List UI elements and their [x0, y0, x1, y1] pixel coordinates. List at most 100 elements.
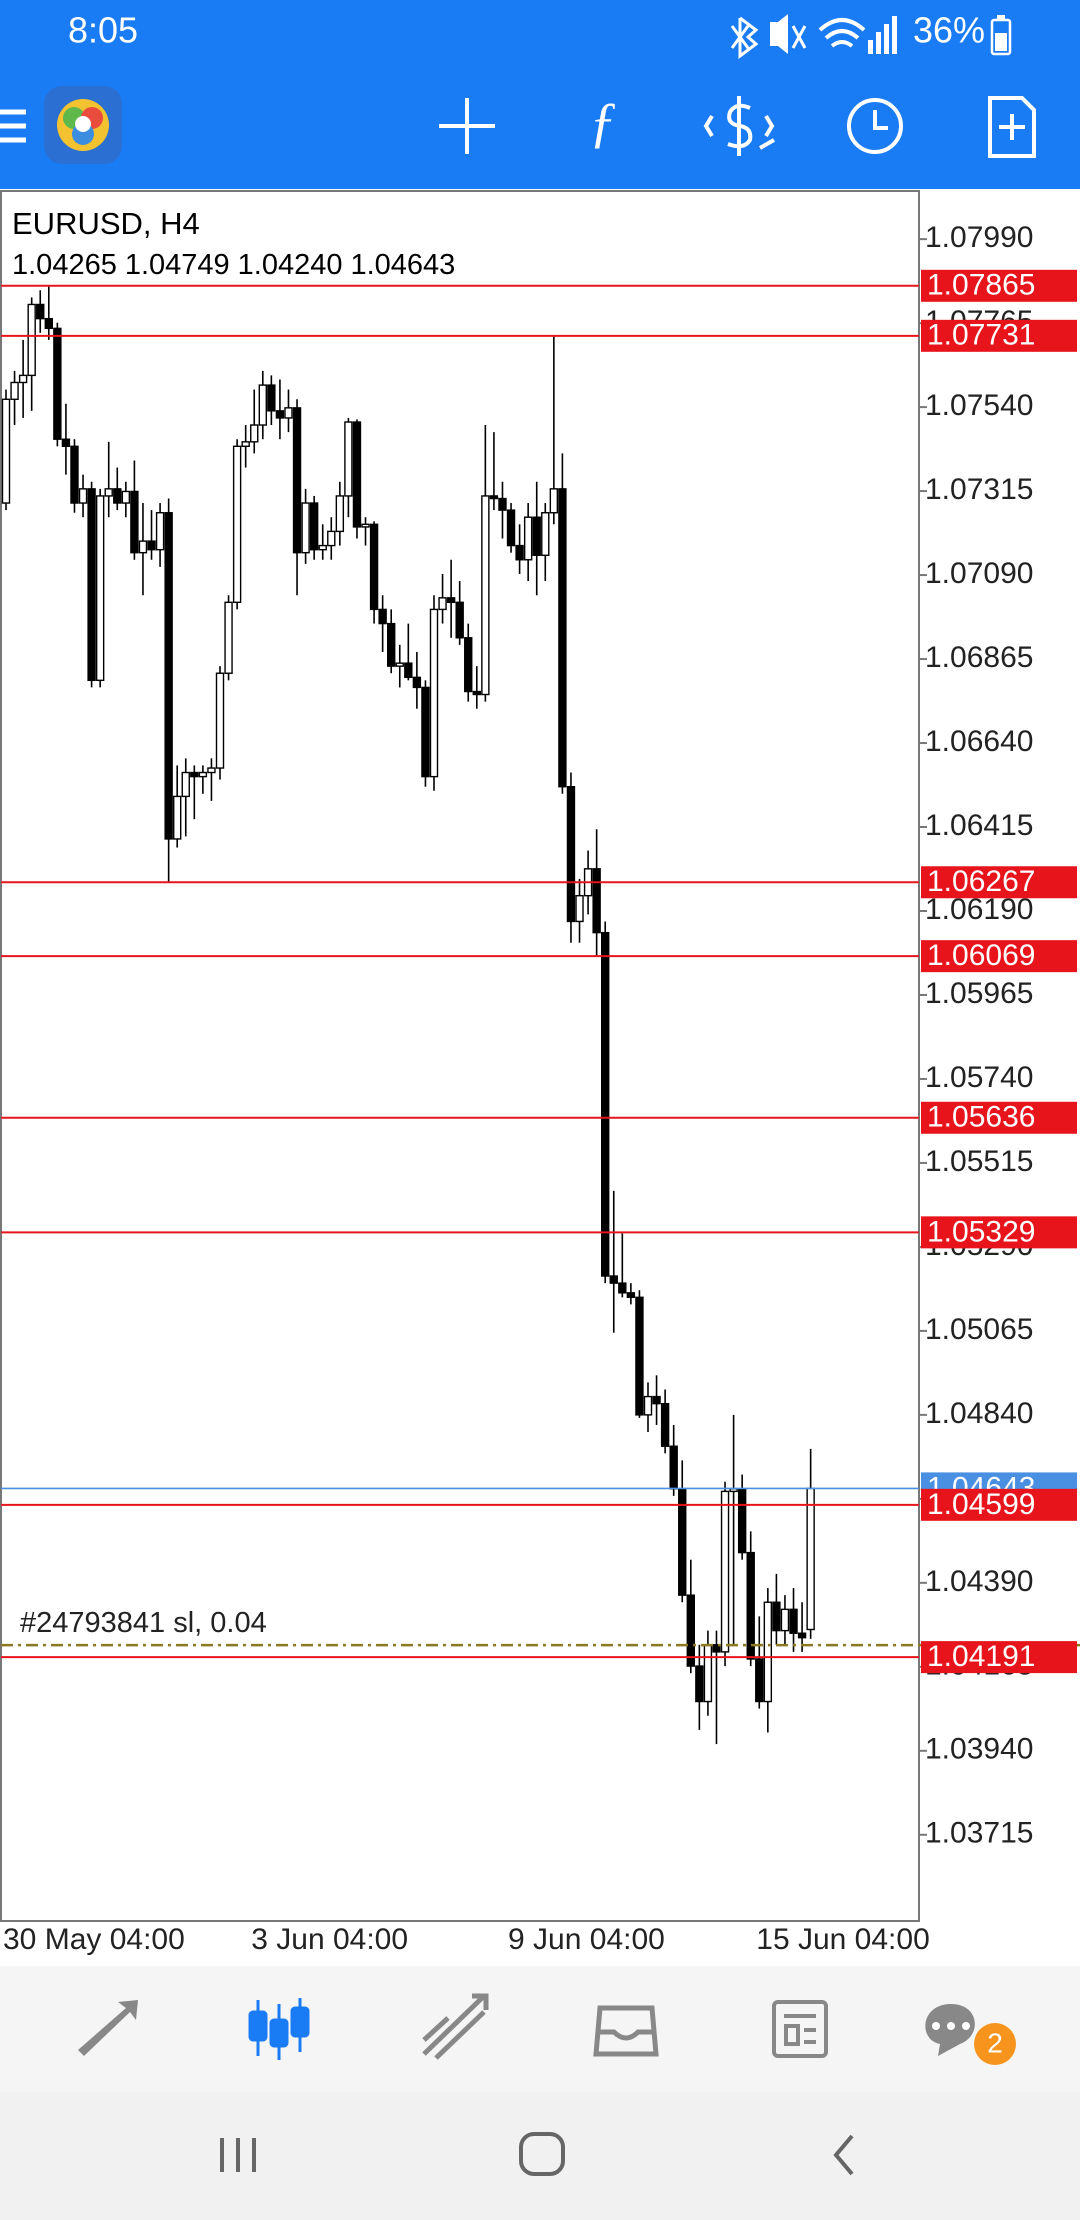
candle-body: [104, 488, 113, 497]
candle-body: [712, 1644, 721, 1653]
candle-body: [489, 495, 499, 500]
y-tick-label: 1.03715: [925, 1817, 1033, 1850]
level-label: 1.06069: [927, 939, 1035, 972]
level-label: 1.04599: [927, 1488, 1035, 1521]
candle-body: [172, 795, 182, 840]
level-label: 1.07865: [927, 269, 1035, 302]
quotes-tab[interactable]: [78, 2000, 138, 2056]
chart-tab[interactable]: [248, 1998, 310, 2060]
candle-body: [198, 771, 208, 778]
candle-body: [498, 497, 507, 511]
system-nav: [0, 2092, 1080, 2220]
level-label-box: [921, 319, 1077, 352]
menu-button[interactable]: [0, 109, 26, 143]
candle-body: [695, 1665, 704, 1703]
candle-body: [643, 1395, 653, 1416]
trade-tab[interactable]: [422, 1993, 489, 2060]
status-time: 8:05: [68, 10, 138, 51]
candle-body: [327, 530, 336, 547]
candle-body: [404, 662, 413, 679]
system-buttons[interactable]: [220, 2132, 854, 2176]
candle-body: [746, 1551, 755, 1660]
level-label-box: [921, 866, 1077, 899]
candle-body: [686, 1594, 695, 1667]
y-tick-label: 1.06415: [925, 809, 1033, 842]
candle-body: [378, 608, 387, 625]
candle-body: [181, 771, 190, 798]
candle-body: [763, 1601, 773, 1703]
y-tick-label: 1.05065: [925, 1313, 1033, 1346]
candle-body: [250, 424, 259, 443]
indicators-button[interactable]: ƒ: [589, 92, 617, 154]
y-tick-label: 1.07090: [925, 557, 1033, 590]
candle-body: [797, 1632, 807, 1639]
candle-body: [1, 398, 11, 504]
plot: 1.079901.077651.075401.073151.070901.068…: [1, 221, 1080, 1956]
candle-body: [95, 495, 105, 682]
candle-body: [318, 544, 327, 551]
candle-body: [481, 495, 490, 696]
candle-body: [155, 512, 165, 551]
x-tick-label: 15 Jun 04:00: [756, 1923, 929, 1956]
candle-body: [626, 1292, 636, 1299]
candle-body: [429, 608, 439, 778]
candle-body: [575, 894, 584, 923]
app-icon[interactable]: [44, 86, 122, 164]
quote-low: 1.04240: [238, 249, 343, 281]
quote-close: 1.04643: [350, 249, 455, 281]
level-label-box: [921, 269, 1077, 302]
y-tick-label: 1.07315: [925, 473, 1033, 506]
quote-high: 1.04749: [125, 249, 230, 281]
candle-body: [720, 1490, 730, 1653]
candle-body: [421, 686, 430, 778]
level-label: 1.06267: [927, 865, 1035, 898]
candle-body: [558, 488, 567, 788]
candle-body: [232, 445, 242, 604]
candle-body: [36, 303, 45, 320]
candle-body: [472, 690, 481, 696]
candle-body: [53, 327, 62, 440]
candle-body: [395, 662, 404, 667]
history-button[interactable]: [847, 98, 903, 154]
chat-tab[interactable]: [925, 2004, 1016, 2065]
candle-body: [190, 771, 199, 778]
candle-body: [369, 523, 379, 611]
candle-body: [566, 786, 576, 923]
history-tab[interactable]: [593, 2005, 659, 2057]
candle-body: [618, 1282, 627, 1294]
candle-body: [806, 1487, 815, 1631]
trade-button[interactable]: [703, 96, 775, 156]
chart-title: EURUSD, H4: [12, 206, 200, 241]
candle-body: [44, 317, 53, 330]
level-label: 1.04191: [927, 1640, 1035, 1673]
x-tick-label: 9 Jun 04:00: [508, 1923, 665, 1956]
order-label: #24793841 sl, 0.04: [20, 1607, 267, 1639]
crosshair-button[interactable]: [439, 98, 495, 154]
candle-body: [412, 676, 422, 689]
candle-body: [301, 502, 310, 554]
status-battery: 36%: [913, 10, 985, 51]
y-tick-label: 1.06640: [925, 725, 1033, 758]
level-label-box: [921, 1641, 1077, 1674]
y-tick-label: 1.06190: [925, 893, 1033, 926]
candle-body: [660, 1402, 670, 1447]
new-order-button[interactable]: [988, 96, 1036, 158]
news-tab[interactable]: [772, 2000, 828, 2058]
level-label-box: [921, 1216, 1077, 1249]
candle-body: [10, 381, 19, 400]
candle-body: [224, 601, 233, 674]
level-label-box: [921, 940, 1077, 973]
y-tick-label: 1.04390: [925, 1565, 1033, 1598]
level-label: 1.05329: [927, 1215, 1035, 1248]
candle-body: [335, 495, 345, 533]
candle-body: [635, 1296, 644, 1416]
y-tick-label: 1.05965: [925, 977, 1033, 1010]
candle-body: [506, 509, 516, 547]
candle-body: [147, 540, 156, 551]
candle-body: [755, 1658, 764, 1703]
candle-body: [609, 1275, 618, 1284]
chart-frame: [0, 190, 920, 1922]
candle-body: [532, 516, 541, 556]
y-tick-label: 1.07990: [925, 221, 1033, 254]
